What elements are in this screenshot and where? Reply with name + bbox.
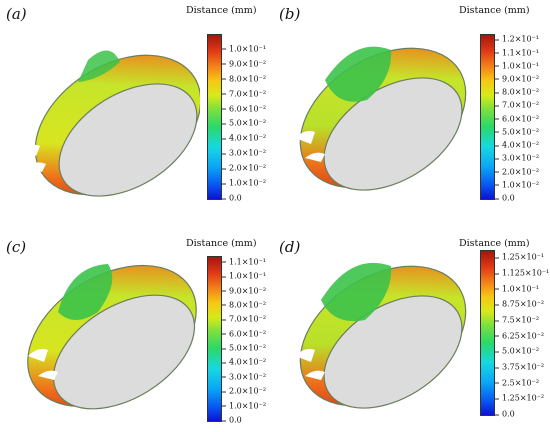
colorbar-tick-label: 7.5×10⁻² <box>495 316 539 325</box>
colorbar-title-c: Distance (mm) <box>186 238 257 249</box>
colorbar-tick-label: 7.0×10⁻² <box>495 101 539 110</box>
colorbar-ticks-d: 0.0 1.25×10⁻² 2.5×10⁻² 3.75×10⁻² 5.0×10⁻² 6.2… <box>495 250 550 419</box>
colorbar-tick-label: 1.0×10⁻² <box>222 179 266 188</box>
panel-label-b: (b) <box>279 5 301 23</box>
colorbar-tick-label: 2.5×10⁻² <box>495 378 539 387</box>
colorbar-tick-label: 1.25×10⁻¹ <box>495 253 544 262</box>
ring-render-c <box>27 264 197 410</box>
colorbar-tick-label: 1.0×10⁻¹ <box>222 272 266 281</box>
colorbar-tick-label: 7.0×10⁻² <box>222 89 266 98</box>
colorbar-tick-label: 9.0×10⁻² <box>222 286 266 295</box>
colorbar-tick-label: 5.0×10⁻² <box>495 347 539 356</box>
colorbar-tick-label: 3.75×10⁻² <box>495 363 544 372</box>
colorbar-tick-label: 6.0×10⁻² <box>222 104 266 113</box>
colorbar-title-d: Distance (mm) <box>459 238 530 249</box>
colorbar-tick-label: 4.0×10⁻² <box>222 358 266 367</box>
colorbar-tick-label: 7.0×10⁻² <box>222 315 266 324</box>
colorbar-tick-label: 1.0×10⁻¹ <box>222 44 266 53</box>
colorbar-tick-label: 3.0×10⁻² <box>222 372 266 381</box>
panel-label-a: (a) <box>6 5 27 23</box>
colorbar-tick-label: 8.0×10⁻² <box>495 88 539 97</box>
colorbar-tick-label: 8.75×10⁻² <box>495 300 544 309</box>
colorbar-tick-label: 5.0×10⁻² <box>495 127 539 136</box>
ring-render-a <box>22 50 200 197</box>
colorbar-tick-label: 1.0×10⁻¹ <box>495 284 539 293</box>
panel-label-d: (d) <box>279 238 301 256</box>
panel-c: (c) Distance (mm) 0.0 1.0×10⁻² 2.0×10⁻² 3.0… <box>0 216 275 432</box>
colorbar-tick-label: 1.0×10⁻¹ <box>495 61 539 70</box>
colorbar-tick-label: 2.0×10⁻² <box>495 167 539 176</box>
panel-b: (b) Distance (mm) 0.0 1.0×10⁻² 2.0×10⁻² 3.0… <box>275 0 550 216</box>
colorbar-tick-label: 6.25×10⁻² <box>495 331 544 340</box>
colorbar-ticks-c: 0.0 1.0×10⁻² 2.0×10⁻² 3.0×10⁻² 4.0×10⁻² 5.0×1… <box>222 256 292 424</box>
colorbar-tick-label: 1.25×10⁻² <box>495 394 544 403</box>
colorbar-tick-label: 1.125×10⁻¹ <box>495 269 549 278</box>
colorbar-tick-label: 9.0×10⁻² <box>495 74 539 83</box>
colorbar-tick-label: 3.0×10⁻² <box>222 149 266 158</box>
colorbar-tick-label: 9.0×10⁻² <box>222 59 266 68</box>
colorbar-tick-label: 0.0 <box>222 416 242 425</box>
panel-label-c: (c) <box>6 238 27 256</box>
colorbar-d <box>480 250 495 416</box>
colorbar-tick-label: 8.0×10⁻² <box>222 74 266 83</box>
colorbar-tick-label: 0.0 <box>222 194 242 203</box>
colorbar-tick-label: 4.0×10⁻² <box>495 141 539 150</box>
colorbar-tick-label: 1.2×10⁻¹ <box>495 35 539 44</box>
colorbar-ticks-b: 0.0 1.0×10⁻² 2.0×10⁻² 3.0×10⁻² 4.0×10⁻² 5.0×1… <box>495 34 550 203</box>
colorbar-tick-label: 0.0 <box>495 194 515 203</box>
colorbar-tick-label: 4.0×10⁻² <box>222 134 266 143</box>
colorbar-tick-label: 1.1×10⁻¹ <box>222 257 266 266</box>
colorbar-tick-label: 1.0×10⁻² <box>222 401 266 410</box>
ring-render-d <box>295 262 467 409</box>
colorbar-c <box>207 256 222 422</box>
colorbar-tick-label: 6.0×10⁻² <box>222 329 266 338</box>
colorbar-tick-label: 3.0×10⁻² <box>495 154 539 163</box>
colorbar-title-a: Distance (mm) <box>186 5 257 16</box>
colorbar-tick-label: 1.1×10⁻¹ <box>495 48 539 57</box>
colorbar-tick-label: 5.0×10⁻² <box>222 119 266 128</box>
colorbar-tick-label: 0.0 <box>495 410 515 419</box>
colorbar-a <box>207 34 222 200</box>
colorbar-title-b: Distance (mm) <box>459 5 530 16</box>
colorbar-tick-label: 5.0×10⁻² <box>222 344 266 353</box>
panel-d: (d) Distance (mm) 0.0 1.25×10⁻² 2.5×10⁻² 3.… <box>275 216 550 432</box>
colorbar-tick-label: 2.0×10⁻² <box>222 164 266 173</box>
colorbar-ticks-a: 0.0 1.0×10⁻² 2.0×10⁻² 3.0×10⁻² 4.0×10⁻² 5.0×1… <box>222 34 292 202</box>
ring-render-b <box>295 46 467 191</box>
colorbar-tick-label: 6.0×10⁻² <box>495 114 539 123</box>
colorbar-tick-label: 8.0×10⁻² <box>222 300 266 309</box>
panel-a: (a) Distance (mm) 0.0 1.0×10⁻² 2.0×10⁻² 3.0… <box>0 0 275 216</box>
colorbar-b <box>480 34 495 200</box>
colorbar-tick-label: 2.0×10⁻² <box>222 387 266 396</box>
colorbar-tick-label: 1.0×10⁻² <box>495 180 539 189</box>
